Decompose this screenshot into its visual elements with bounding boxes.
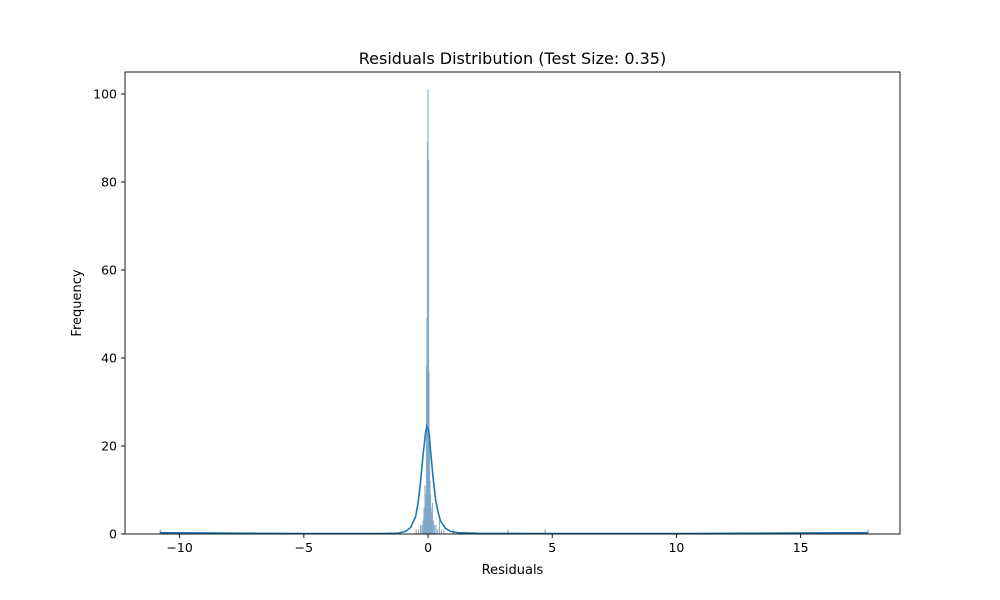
y-axis-label: Frequency [70,269,85,336]
x-tick-label: 15 [793,540,809,555]
y-tick-label: 80 [101,175,117,190]
histogram-bar [415,529,417,535]
x-tick-label: −5 [295,540,313,555]
x-axis-ticks: −10 −5 0 5 10 15 [166,534,809,555]
x-tick-label: 0 [424,540,432,555]
histogram-bar [431,503,434,535]
histogram-bar [422,520,424,535]
histogram-bar [419,525,422,535]
histogram-bar [443,529,445,535]
histogram-bar [436,529,439,535]
x-axis-label: Residuals [482,563,544,578]
histogram-bar [433,525,436,535]
histogram-bar [440,529,443,535]
y-tick-label: 100 [93,87,117,102]
histogram-bar [417,529,420,535]
histogram-bar [435,525,437,535]
plot-area [125,72,900,534]
y-tick-label: 0 [109,527,117,542]
plot-frame [124,71,901,535]
chart-title: Residuals Distribution (Test Size: 0.35) [359,49,666,68]
kde-line [159,423,868,535]
histogram-bar [421,525,423,535]
x-tick-label: 5 [548,540,556,555]
histogram-bar [867,529,869,535]
y-axis-ticks: 0 20 40 60 80 100 [93,87,125,542]
x-tick-label: 10 [668,540,684,555]
y-tick-label: 40 [101,351,117,366]
histogram-bar [432,520,435,535]
x-tick-label: −10 [166,540,192,555]
y-tick-label: 60 [101,263,117,278]
histogram-bar [438,520,441,535]
y-tick-label: 20 [101,439,117,454]
